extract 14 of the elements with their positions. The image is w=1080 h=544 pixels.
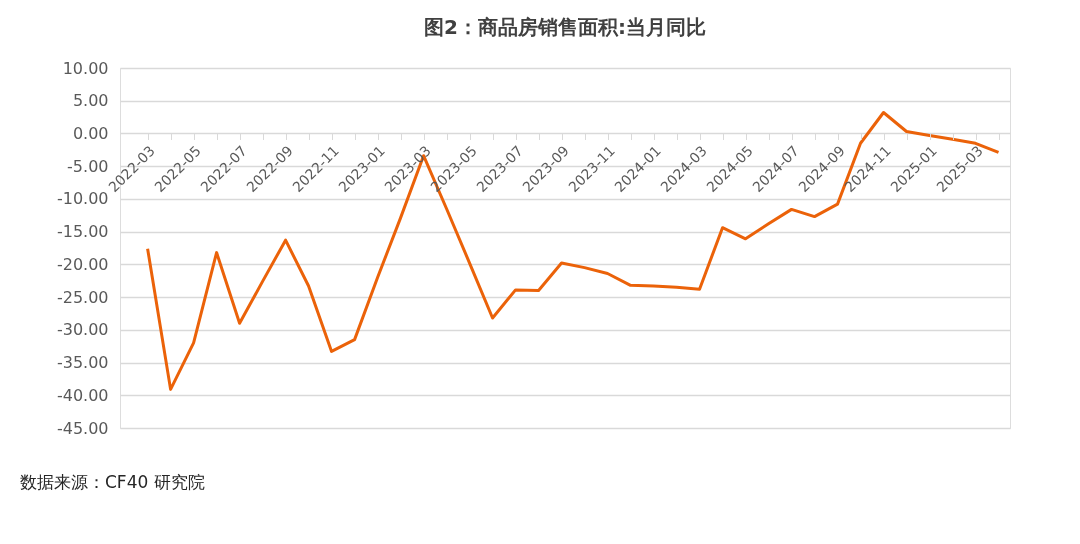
y-tick-label: 5.00: [72, 91, 109, 111]
source-note: 数据来源：CF40 研究院: [20, 472, 205, 492]
y-tick-label: -40.00: [56, 385, 109, 405]
y-tick-label: -20.00: [56, 254, 109, 274]
y-tick-label: -35.00: [56, 353, 109, 373]
y-tick-label: -30.00: [56, 320, 109, 340]
y-tick-label: -5.00: [67, 156, 109, 176]
y-tick-label: 10.00: [62, 58, 109, 78]
chart-title: 图2：商品房销售面积:当月同比: [424, 15, 706, 39]
y-tick-label: 0.00: [72, 123, 109, 143]
y-tick-label: -45.00: [56, 418, 109, 438]
y-tick-label: -10.00: [56, 189, 109, 209]
y-tick-label: -25.00: [56, 287, 109, 307]
y-tick-label: -15.00: [56, 222, 109, 242]
